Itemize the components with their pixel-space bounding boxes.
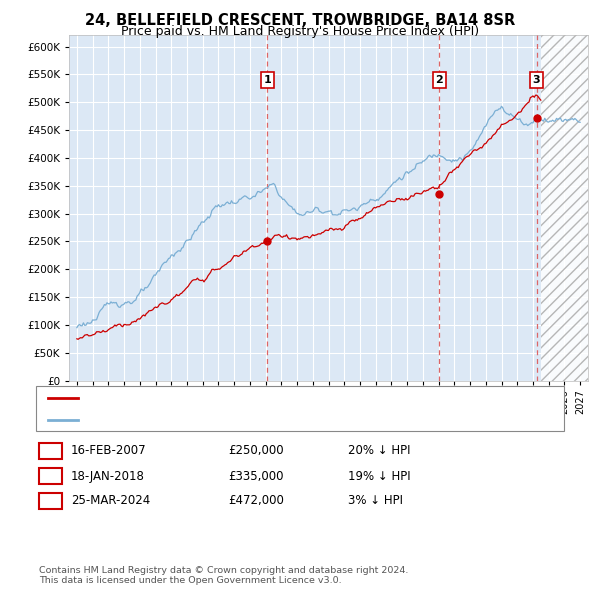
Text: Contains HM Land Registry data © Crown copyright and database right 2024.: Contains HM Land Registry data © Crown c… (39, 566, 409, 575)
Text: 1: 1 (263, 75, 271, 85)
Text: £472,000: £472,000 (228, 494, 284, 507)
Text: 2: 2 (436, 75, 443, 85)
Bar (541, 35, 588, 381)
Text: 3: 3 (533, 75, 541, 85)
Text: 16-FEB-2007: 16-FEB-2007 (71, 444, 146, 457)
Text: £250,000: £250,000 (228, 444, 284, 457)
Text: This data is licensed under the Open Government Licence v3.0.: This data is licensed under the Open Gov… (39, 576, 341, 585)
Text: £335,000: £335,000 (228, 470, 284, 483)
Text: 25-MAR-2024: 25-MAR-2024 (71, 494, 150, 507)
Text: 24, BELLEFIELD CRESCENT, TROWBRIDGE, BA14 8SR: 24, BELLEFIELD CRESCENT, TROWBRIDGE, BA1… (85, 13, 515, 28)
Text: 18-JAN-2018: 18-JAN-2018 (71, 470, 145, 483)
Text: 3: 3 (46, 494, 55, 507)
Text: 2: 2 (46, 470, 55, 483)
Text: 3% ↓ HPI: 3% ↓ HPI (348, 494, 403, 507)
Text: 20% ↓ HPI: 20% ↓ HPI (348, 444, 410, 457)
Text: 19% ↓ HPI: 19% ↓ HPI (348, 470, 410, 483)
Text: Price paid vs. HM Land Registry's House Price Index (HPI): Price paid vs. HM Land Registry's House … (121, 25, 479, 38)
Text: 24, BELLEFIELD CRESCENT, TROWBRIDGE, BA14 8SR (detached house): 24, BELLEFIELD CRESCENT, TROWBRIDGE, BA1… (81, 394, 451, 403)
Text: 1: 1 (46, 444, 55, 457)
Text: HPI: Average price, detached house, Wiltshire: HPI: Average price, detached house, Wilt… (81, 415, 320, 425)
